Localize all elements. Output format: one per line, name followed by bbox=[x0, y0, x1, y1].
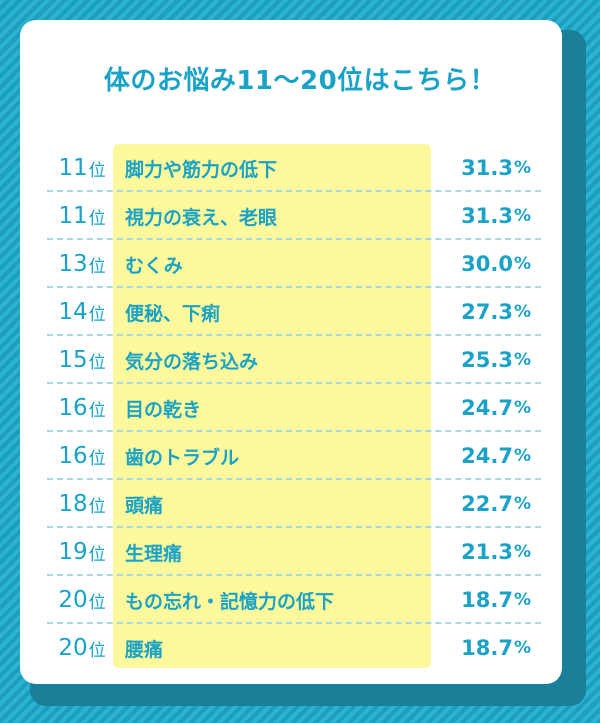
item-highlight-column bbox=[113, 144, 431, 668]
percent-number: 22.7 bbox=[461, 492, 513, 516]
percent-unit: % bbox=[513, 254, 531, 274]
item-label: 歯のトラブル bbox=[125, 446, 240, 469]
table-row: 15 位気分の落ち込み 25.3% bbox=[47, 336, 541, 384]
percent-unit: % bbox=[513, 446, 531, 466]
table-row: 20 位もの忘れ・記憶力の低下 18.7% bbox=[47, 576, 541, 624]
percent-value: 22.7% bbox=[461, 480, 531, 528]
percent-unit: % bbox=[513, 302, 531, 322]
page-title: 体のお悩み11〜20位はこちら！ bbox=[103, 66, 497, 96]
rank-number: 19 bbox=[58, 539, 88, 565]
item-label: 目の乾き bbox=[125, 398, 202, 421]
percent-value: 31.3% bbox=[461, 144, 531, 192]
rank-suffix: 位 bbox=[88, 400, 106, 421]
item-label: 気分の落ち込み bbox=[125, 350, 259, 373]
item-label: 脚力や筋力の低下 bbox=[125, 158, 278, 181]
rank-number: 16 bbox=[58, 443, 88, 469]
rank-cell: 15 位 bbox=[47, 336, 117, 384]
rank-suffix: 位 bbox=[88, 256, 106, 277]
percent-unit: % bbox=[513, 158, 531, 178]
rank-cell: 20 位 bbox=[47, 576, 117, 624]
percent-unit: % bbox=[513, 638, 531, 658]
percent-number: 27.3 bbox=[461, 300, 513, 324]
percent-unit: % bbox=[513, 542, 531, 562]
table-row: 16 位歯のトラブル 24.7% bbox=[47, 432, 541, 480]
rank-number: 13 bbox=[58, 251, 88, 277]
rank-suffix: 位 bbox=[88, 160, 106, 181]
percent-unit: % bbox=[513, 398, 531, 418]
percent-value: 18.7% bbox=[461, 624, 531, 672]
percent-number: 30.0 bbox=[461, 252, 513, 276]
rank-number: 11 bbox=[58, 155, 88, 181]
rank-number: 16 bbox=[58, 395, 88, 421]
rank-cell: 16 位 bbox=[47, 432, 117, 480]
rank-number: 15 bbox=[58, 347, 88, 373]
table-row: 20 位腰痛 18.7% bbox=[47, 624, 541, 672]
rank-number: 11 bbox=[58, 203, 88, 229]
rank-cell: 18 位 bbox=[47, 480, 117, 528]
rank-cell: 14 位 bbox=[47, 288, 117, 336]
rank-number: 20 bbox=[58, 587, 88, 613]
rank-cell: 16 位 bbox=[47, 384, 117, 432]
rank-number: 14 bbox=[58, 299, 88, 325]
item-label: 視力の衰え、老眼 bbox=[125, 206, 278, 229]
rank-number: 20 bbox=[58, 635, 88, 661]
percent-number: 24.7 bbox=[461, 396, 513, 420]
item-label: むくみ bbox=[125, 254, 183, 277]
table-row: 18 位頭痛 22.7% bbox=[47, 480, 541, 528]
rank-cell: 20 位 bbox=[47, 624, 117, 672]
percent-value: 25.3% bbox=[461, 336, 531, 384]
percent-number: 25.3 bbox=[461, 348, 513, 372]
table-row: 16 位目の乾き 24.7% bbox=[47, 384, 541, 432]
rank-suffix: 位 bbox=[88, 592, 106, 613]
rank-suffix: 位 bbox=[88, 208, 106, 229]
item-label: 生理痛 bbox=[125, 542, 183, 565]
item-label: 便秘、下痢 bbox=[125, 302, 221, 325]
percent-value: 18.7% bbox=[461, 576, 531, 624]
item-label: 腰痛 bbox=[125, 638, 164, 661]
percent-value: 31.3% bbox=[461, 192, 531, 240]
rank-suffix: 位 bbox=[88, 304, 106, 325]
table-row: 11 位視力の衰え、老眼 31.3% bbox=[47, 192, 541, 240]
rank-suffix: 位 bbox=[88, 544, 106, 565]
rank-suffix: 位 bbox=[88, 448, 106, 469]
rank-suffix: 位 bbox=[88, 496, 106, 517]
percent-number: 18.7 bbox=[461, 636, 513, 660]
percent-value: 24.7% bbox=[461, 384, 531, 432]
table-row: 11 位脚力や筋力の低下 31.3% bbox=[47, 144, 541, 192]
rank-cell: 13 位 bbox=[47, 240, 117, 288]
percent-value: 21.3% bbox=[461, 528, 531, 576]
percent-value: 27.3% bbox=[461, 288, 531, 336]
table-row: 19 位生理痛 21.3% bbox=[47, 528, 541, 576]
rank-cell: 11 位 bbox=[47, 144, 117, 192]
rank-suffix: 位 bbox=[88, 640, 106, 661]
percent-number: 31.3 bbox=[461, 204, 513, 228]
rank-cell: 11 位 bbox=[47, 192, 117, 240]
rank-number: 18 bbox=[58, 491, 88, 517]
percent-value: 30.0% bbox=[461, 240, 531, 288]
percent-number: 24.7 bbox=[461, 444, 513, 468]
table-row: 13 位むくみ 30.0% bbox=[47, 240, 541, 288]
percent-number: 31.3 bbox=[461, 156, 513, 180]
percent-unit: % bbox=[513, 350, 531, 370]
item-label: 頭痛 bbox=[125, 494, 164, 517]
item-label: もの忘れ・記憶力の低下 bbox=[125, 590, 335, 613]
percent-number: 21.3 bbox=[461, 540, 513, 564]
percent-value: 24.7% bbox=[461, 432, 531, 480]
rank-suffix: 位 bbox=[88, 352, 106, 373]
rank-cell: 19 位 bbox=[47, 528, 117, 576]
percent-unit: % bbox=[513, 206, 531, 226]
percent-number: 18.7 bbox=[461, 588, 513, 612]
percent-unit: % bbox=[513, 590, 531, 610]
percent-unit: % bbox=[513, 494, 531, 514]
table-row: 14 位便秘、下痢 27.3% bbox=[47, 288, 541, 336]
